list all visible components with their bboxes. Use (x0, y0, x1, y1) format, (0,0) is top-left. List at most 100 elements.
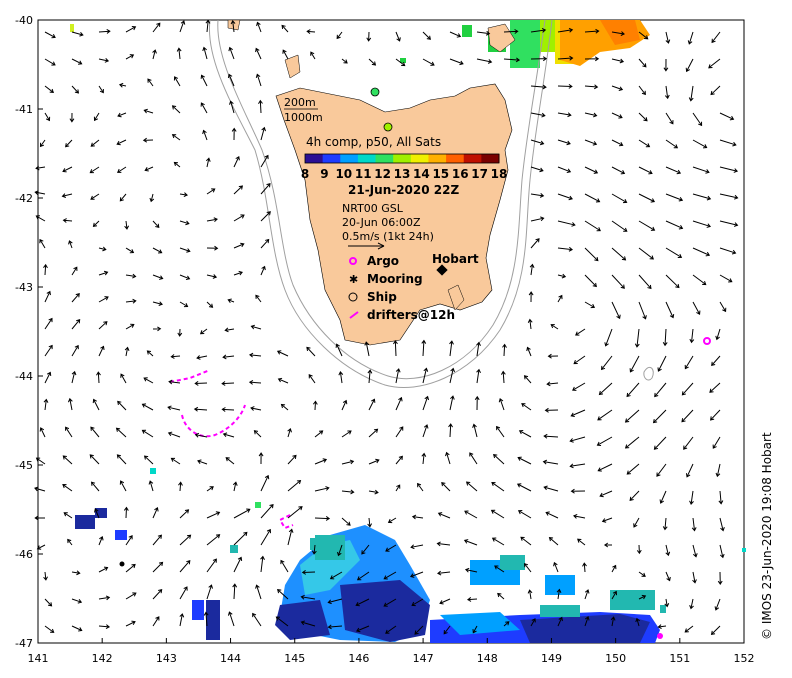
current-arrow (227, 73, 235, 87)
current-arrow (611, 193, 628, 204)
colorbar-ticks: 8 9 10 11 12 13 14 15 16 17 18 (301, 167, 508, 181)
current-arrow (543, 485, 559, 492)
current-arrow (573, 513, 586, 519)
current-arrow (152, 220, 160, 228)
current-arrow (120, 373, 127, 384)
current-arrow (355, 625, 370, 633)
current-arrow (638, 274, 652, 290)
current-arrow (557, 166, 572, 174)
current-arrow (125, 535, 133, 546)
current-arrow (233, 242, 245, 249)
current-arrow (206, 558, 217, 573)
current-arrow (98, 58, 110, 63)
current-arrow (665, 112, 674, 125)
current-arrow (152, 534, 162, 546)
current-time: 20-Jun 06:00Z (342, 216, 421, 229)
current-arrow (277, 589, 289, 600)
current-arrow (529, 263, 535, 276)
current-arrow (368, 428, 379, 438)
current-arrow (597, 409, 613, 421)
current-arrow (205, 19, 211, 33)
ship-legend-label: Ship (367, 290, 397, 304)
current-arrow (681, 382, 694, 396)
current-arrow (443, 625, 451, 635)
colorbar-tick-label: 11 (355, 167, 372, 181)
current-arrow (449, 58, 464, 66)
current-arrow (494, 565, 505, 573)
current-arrow (503, 57, 521, 63)
current-arrow (557, 294, 563, 303)
current-arrow (364, 341, 370, 357)
current-arrow (193, 406, 208, 412)
current-arrow (638, 31, 649, 40)
current-arrow (469, 452, 478, 465)
current-arrow (692, 112, 703, 127)
colorbar-swatch (357, 154, 377, 163)
lon-tick-label: 146 (348, 652, 369, 665)
current-arrow (638, 571, 646, 577)
current-arrow (233, 556, 243, 573)
current-arrow (611, 247, 627, 261)
hobart-label: Hobart (432, 252, 479, 266)
current-arrow (125, 298, 137, 304)
current-arrow (125, 273, 137, 279)
current-arrow (62, 166, 73, 173)
current-arrow (659, 490, 667, 504)
lon-tick-label: 152 (734, 652, 755, 665)
lon-tick-label: 149 (541, 652, 562, 665)
current-arrow (44, 625, 55, 633)
colorbar-tick-label: 12 (374, 167, 391, 181)
current-arrow (248, 379, 262, 385)
current-arrow (449, 367, 455, 384)
isobath-label-200m: 200m (284, 96, 316, 109)
current-arrow (206, 217, 218, 223)
current-arrow (629, 490, 640, 501)
current-arrow (601, 517, 613, 523)
current-arrow (206, 486, 214, 492)
colorbar-swatch (446, 154, 465, 163)
lon-tick-label: 148 (477, 652, 498, 665)
current-arrow (611, 58, 625, 64)
current-arrow (92, 398, 100, 411)
current-arrow (89, 166, 100, 174)
current-arrow (634, 328, 640, 348)
current-arrow (395, 368, 401, 384)
current-arrow (421, 452, 427, 465)
current-arrow (719, 112, 735, 121)
current-arrow (312, 400, 318, 411)
current-arrow (314, 430, 324, 438)
current-arrow (34, 190, 46, 196)
current-arrow (233, 185, 244, 195)
current-arrow (436, 541, 451, 547)
current-arrow (691, 517, 697, 532)
current-arrow (611, 166, 626, 175)
current-arrow (611, 112, 623, 119)
current-arrow (222, 432, 235, 438)
current-arrow (638, 166, 653, 175)
current-arrow (710, 625, 721, 636)
current-arrow (530, 112, 546, 118)
current-arrow (692, 274, 707, 286)
current-arrow (657, 624, 667, 630)
current-arrow (665, 220, 684, 230)
drifter-legend-icon (349, 311, 359, 319)
current-arrow (206, 188, 216, 195)
bruny-island (447, 284, 465, 311)
current-arrow (225, 457, 235, 465)
current-arrow (692, 571, 697, 584)
current-arrow (170, 457, 181, 465)
current-arrow (179, 247, 191, 253)
drifter-legend-label: drifters@12h (367, 308, 455, 322)
current-arrow (472, 423, 478, 438)
current-arrow (411, 598, 424, 607)
current-arrow (171, 105, 181, 114)
current-arrow (719, 193, 739, 200)
current-arrow (368, 398, 376, 411)
flinders-island (487, 23, 516, 53)
current-arrow (67, 538, 73, 546)
current-arrow (89, 454, 100, 465)
current-arrow (719, 274, 733, 283)
lat-tick-label: -45 (15, 459, 33, 472)
current-arrow (43, 263, 48, 276)
current-arrow (422, 395, 430, 411)
